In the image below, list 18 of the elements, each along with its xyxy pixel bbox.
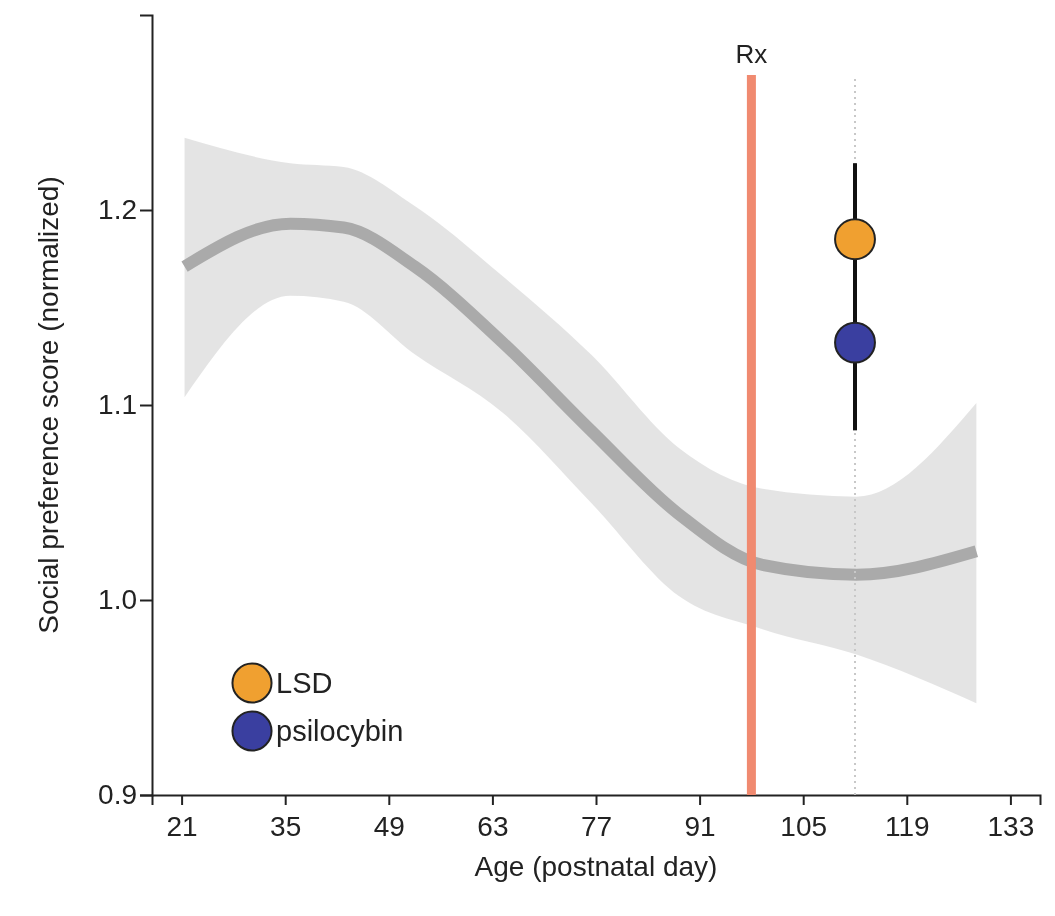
legend-label: psilocybin — [276, 715, 404, 747]
x-axis-title: Age (postnatal day) — [474, 851, 718, 882]
ref-line-label: Rx — [735, 39, 768, 69]
x-tick-label: 77 — [580, 811, 613, 842]
y-tick-label: 1.1 — [98, 389, 137, 421]
x-tick-label: 133 — [987, 811, 1035, 842]
x-tick-label: 63 — [477, 811, 509, 842]
x-tick-label: 35 — [270, 811, 302, 842]
y-tick-label: 1.0 — [98, 584, 137, 616]
x-tick-label: 49 — [373, 811, 405, 842]
x-tick-label: 105 — [780, 811, 828, 842]
y-axis-title: Social preference score (normalized) — [33, 176, 64, 634]
x-tick-label: 119 — [884, 811, 930, 842]
legend-label: LSD — [276, 667, 333, 699]
x-tick-label: 91 — [684, 811, 716, 842]
y-tick-label: 0.9 — [98, 779, 137, 811]
x-tick-label: 21 — [166, 811, 198, 842]
y-tick-label: 1.2 — [98, 194, 137, 226]
